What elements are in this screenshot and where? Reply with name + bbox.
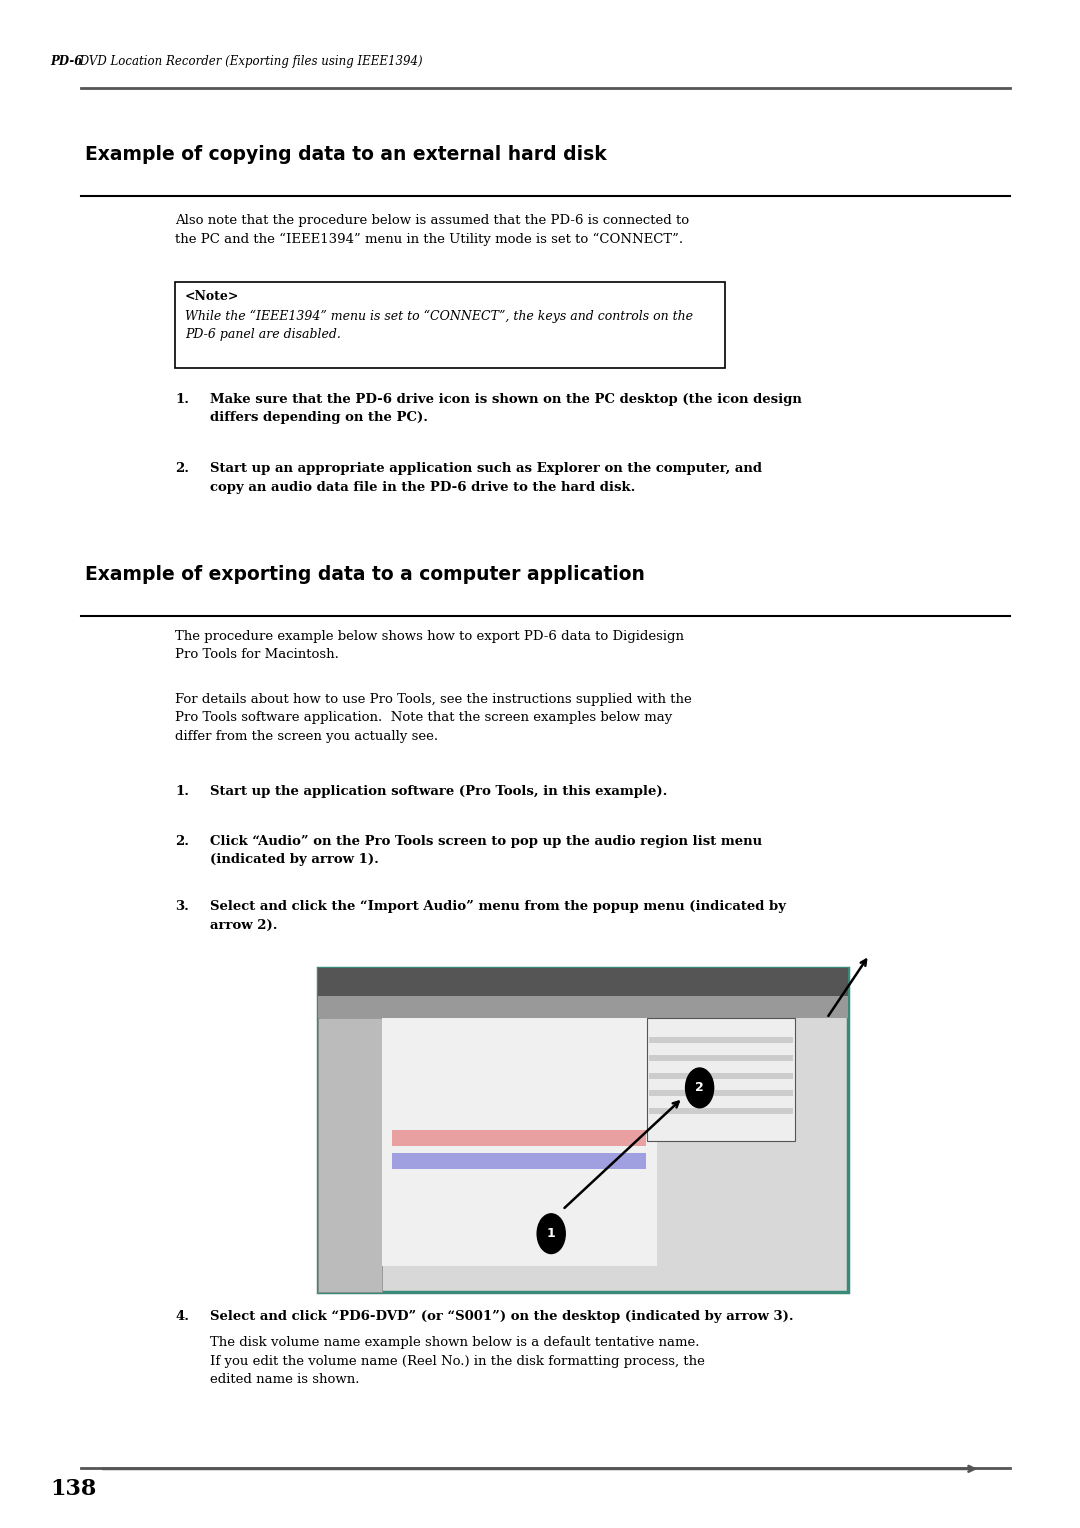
Bar [175, 283, 725, 368]
Bar [318, 996, 848, 1018]
Bar [318, 969, 848, 1293]
Text: Select and click “PD6-DVD” (or “S001”) on the desktop (indicated by arrow 3).: Select and click “PD6-DVD” (or “S001”) o… [210, 1309, 794, 1323]
Text: Also note that the procedure below is assumed that the PD-6 is connected to
the : Also note that the procedure below is as… [175, 214, 689, 246]
Text: PD-6: PD-6 [50, 55, 82, 69]
Bar [392, 1152, 647, 1169]
Text: Start up an appropriate application such as Explorer on the computer, and
copy a: Start up an appropriate application such… [210, 461, 762, 494]
Text: 4.: 4. [175, 1309, 189, 1323]
Bar [381, 1018, 658, 1267]
Circle shape [537, 1213, 565, 1253]
Circle shape [686, 1068, 714, 1108]
Text: DVD Location Recorder (Exporting files using IEEE1394): DVD Location Recorder (Exporting files u… [76, 55, 422, 69]
Bar [649, 1054, 793, 1060]
Text: 3.: 3. [175, 900, 189, 914]
Text: 138: 138 [50, 1478, 96, 1500]
Text: The procedure example below shows how to export PD-6 data to Digidesign
Pro Tool: The procedure example below shows how to… [175, 630, 684, 662]
Bar [649, 1073, 793, 1079]
Bar [649, 1089, 793, 1096]
Bar [649, 1038, 793, 1044]
Text: 2: 2 [696, 1082, 704, 1094]
Bar [649, 1108, 793, 1114]
Text: For details about how to use Pro Tools, see the instructions supplied with the
P: For details about how to use Pro Tools, … [175, 694, 692, 743]
Text: Make sure that the PD-6 drive icon is shown on the PC desktop (the icon design
d: Make sure that the PD-6 drive icon is sh… [210, 393, 801, 425]
Text: <Note>: <Note> [185, 290, 240, 303]
Text: 1.: 1. [175, 785, 189, 798]
Text: 2.: 2. [175, 461, 189, 475]
Text: 1.: 1. [175, 393, 189, 406]
Text: Select and click the “Import Audio” menu from the popup menu (indicated by
arrow: Select and click the “Import Audio” menu… [210, 900, 786, 932]
Text: Click “Audio” on the Pro Tools screen to pop up the audio region list menu
(indi: Click “Audio” on the Pro Tools screen to… [210, 834, 762, 866]
Bar [392, 1131, 647, 1146]
Text: Example of exporting data to a computer application: Example of exporting data to a computer … [85, 565, 645, 584]
Bar [318, 1018, 381, 1293]
Text: The disk volume name example shown below is a default tentative name.
If you edi: The disk volume name example shown below… [210, 1335, 705, 1386]
Text: Example of copying data to an external hard disk: Example of copying data to an external h… [85, 145, 607, 163]
Bar [318, 969, 848, 996]
Text: While the “IEEE1394” menu is set to “CONNECT”, the keys and controls on the
PD-6: While the “IEEE1394” menu is set to “CON… [185, 310, 693, 341]
Text: 2.: 2. [175, 834, 189, 848]
Text: 1: 1 [546, 1227, 555, 1241]
Text: Start up the application software (Pro Tools, in this example).: Start up the application software (Pro T… [210, 785, 667, 798]
Bar [647, 1018, 795, 1141]
